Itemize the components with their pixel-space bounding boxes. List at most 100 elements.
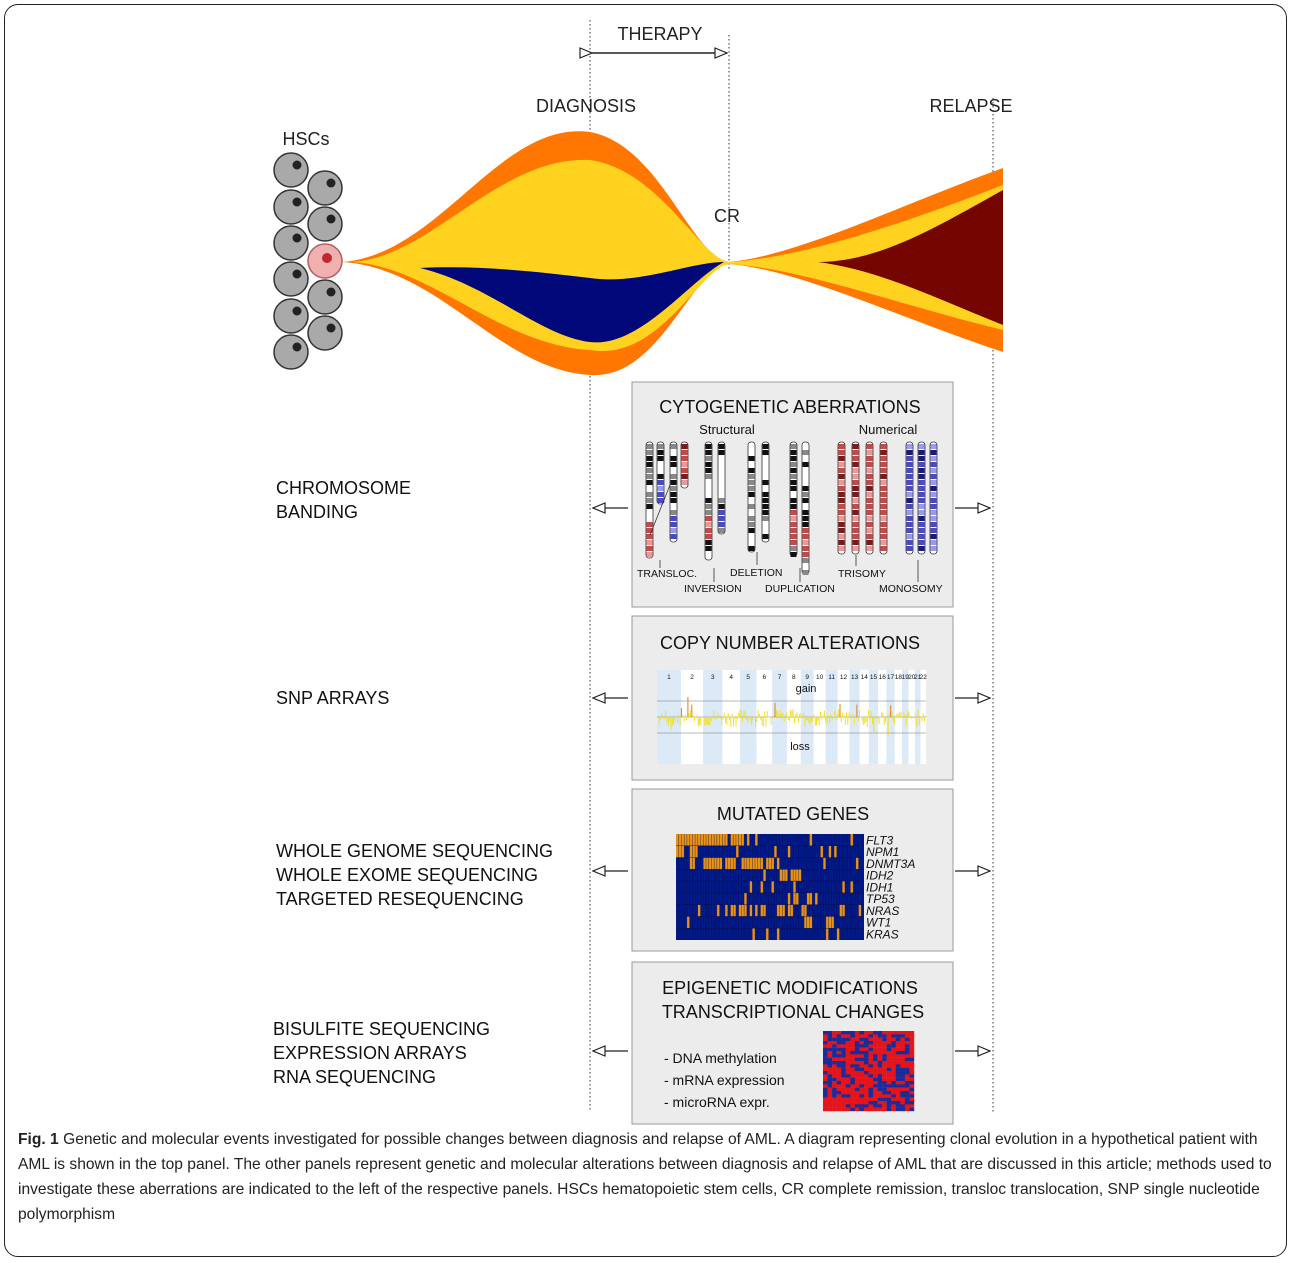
mut-title: MUTATED GENES bbox=[717, 804, 869, 824]
expression-cell bbox=[841, 1097, 846, 1102]
expression-cell bbox=[891, 1034, 896, 1038]
hsc-cell bbox=[273, 189, 309, 225]
expression-cell bbox=[904, 1107, 910, 1112]
mutation-cell bbox=[809, 834, 813, 846]
expression-cell bbox=[904, 1101, 910, 1105]
expression-cell bbox=[827, 1034, 833, 1038]
cna-chromosome-label: 1 bbox=[667, 674, 671, 681]
expression-cell bbox=[854, 1074, 860, 1078]
expression-cell bbox=[854, 1057, 860, 1062]
clone-maroon bbox=[818, 190, 1003, 325]
mutation-cell bbox=[744, 857, 747, 870]
chromosome bbox=[917, 441, 926, 555]
mutation-cell bbox=[705, 834, 709, 846]
expression-cell bbox=[845, 1077, 851, 1082]
expression-cell bbox=[836, 1034, 842, 1038]
mutation-cell bbox=[765, 928, 769, 940]
expression-cell bbox=[827, 1074, 833, 1078]
mutation-cell bbox=[784, 869, 788, 882]
expression-cell bbox=[882, 1057, 887, 1062]
expression-cell bbox=[909, 1074, 915, 1078]
expression-cell bbox=[877, 1031, 883, 1035]
expression-cell bbox=[900, 1107, 906, 1112]
expression-cell bbox=[886, 1087, 892, 1092]
expression-cell bbox=[882, 1047, 887, 1052]
expression-cell bbox=[909, 1057, 915, 1062]
cna-chromosome-label: 8 bbox=[792, 674, 796, 681]
mutation-cell bbox=[804, 904, 807, 917]
expression-cell bbox=[827, 1061, 833, 1065]
mutation-cell bbox=[795, 892, 799, 905]
cna-chromosome-label: 5 bbox=[746, 674, 750, 681]
expression-cell bbox=[836, 1041, 842, 1045]
chromosome bbox=[680, 441, 689, 489]
expression-cell bbox=[909, 1067, 915, 1072]
expression-cell bbox=[850, 1054, 856, 1058]
panel-cytogenetic: CYTOGENETIC ABERRATIONS Structural Numer… bbox=[631, 381, 954, 608]
expression-cell bbox=[882, 1044, 887, 1048]
expression-cell bbox=[868, 1034, 874, 1038]
expression-cell bbox=[882, 1101, 887, 1105]
expression-cell bbox=[841, 1074, 846, 1078]
panel-mutated-genes: MUTATED GENES FLT3NPM1DNMT3AIDH2IDH1TP53… bbox=[631, 788, 954, 952]
expression-cell bbox=[900, 1084, 906, 1088]
mutation-cell bbox=[733, 857, 736, 870]
expression-cell bbox=[873, 1037, 878, 1042]
expression-cell bbox=[845, 1097, 851, 1102]
mutation-cell bbox=[681, 834, 685, 846]
mutation-cell bbox=[806, 916, 810, 929]
expression-cell bbox=[877, 1067, 883, 1072]
expression-cell bbox=[882, 1071, 887, 1075]
expression-cell bbox=[854, 1081, 860, 1085]
mutation-cell bbox=[719, 834, 723, 846]
expression-cell bbox=[827, 1107, 833, 1112]
expression-cell bbox=[827, 1071, 833, 1075]
expression-cell bbox=[873, 1107, 878, 1112]
expression-cell bbox=[823, 1077, 828, 1082]
mutation-cell bbox=[681, 845, 685, 858]
expression-cell bbox=[877, 1077, 883, 1082]
expression-cell bbox=[827, 1047, 833, 1052]
expression-cell bbox=[850, 1101, 856, 1105]
expression-cell bbox=[836, 1094, 842, 1098]
mutation-cell bbox=[757, 857, 761, 870]
cna-chromosome-label: 9 bbox=[805, 674, 809, 681]
cna-chromosome-label: 7 bbox=[778, 674, 782, 681]
expression-cell bbox=[823, 1091, 828, 1095]
cna-chromosome-label: 6 bbox=[763, 674, 767, 681]
mutation-cell bbox=[708, 834, 712, 846]
expression-cell bbox=[873, 1094, 878, 1098]
mutation-cell bbox=[716, 857, 720, 870]
expression-cell bbox=[850, 1087, 856, 1092]
expression-cell bbox=[854, 1101, 860, 1105]
expression-cell bbox=[891, 1074, 896, 1078]
expression-cell bbox=[891, 1071, 896, 1075]
expression-cell bbox=[904, 1054, 910, 1058]
expression-cell bbox=[891, 1057, 896, 1062]
mutation-cell bbox=[730, 904, 734, 917]
hsc-cell bbox=[307, 279, 343, 315]
cr-label: CR bbox=[714, 206, 740, 226]
expression-cell bbox=[877, 1051, 883, 1055]
expression-cell bbox=[854, 1107, 860, 1112]
expression-cell bbox=[895, 1104, 901, 1108]
expression-cell bbox=[863, 1064, 869, 1068]
hscs-label: HSCs bbox=[282, 129, 329, 149]
expression-cell bbox=[900, 1074, 906, 1078]
mutation-cell bbox=[689, 845, 693, 858]
expression-cell bbox=[900, 1104, 906, 1108]
expression-cell bbox=[827, 1041, 833, 1045]
mutation-cell bbox=[771, 881, 775, 893]
expression-cell bbox=[845, 1091, 851, 1095]
expression-cell bbox=[895, 1061, 901, 1065]
chromosome bbox=[865, 441, 874, 555]
expression-cell bbox=[823, 1047, 828, 1052]
expression-cell bbox=[895, 1101, 901, 1105]
expression-cell bbox=[823, 1051, 828, 1055]
mutation-cell bbox=[695, 845, 698, 858]
expression-cell bbox=[832, 1084, 837, 1088]
expression-cell bbox=[845, 1081, 851, 1085]
expression-cell bbox=[863, 1081, 869, 1085]
mutation-cell bbox=[733, 904, 736, 917]
expression-cell bbox=[827, 1031, 833, 1035]
